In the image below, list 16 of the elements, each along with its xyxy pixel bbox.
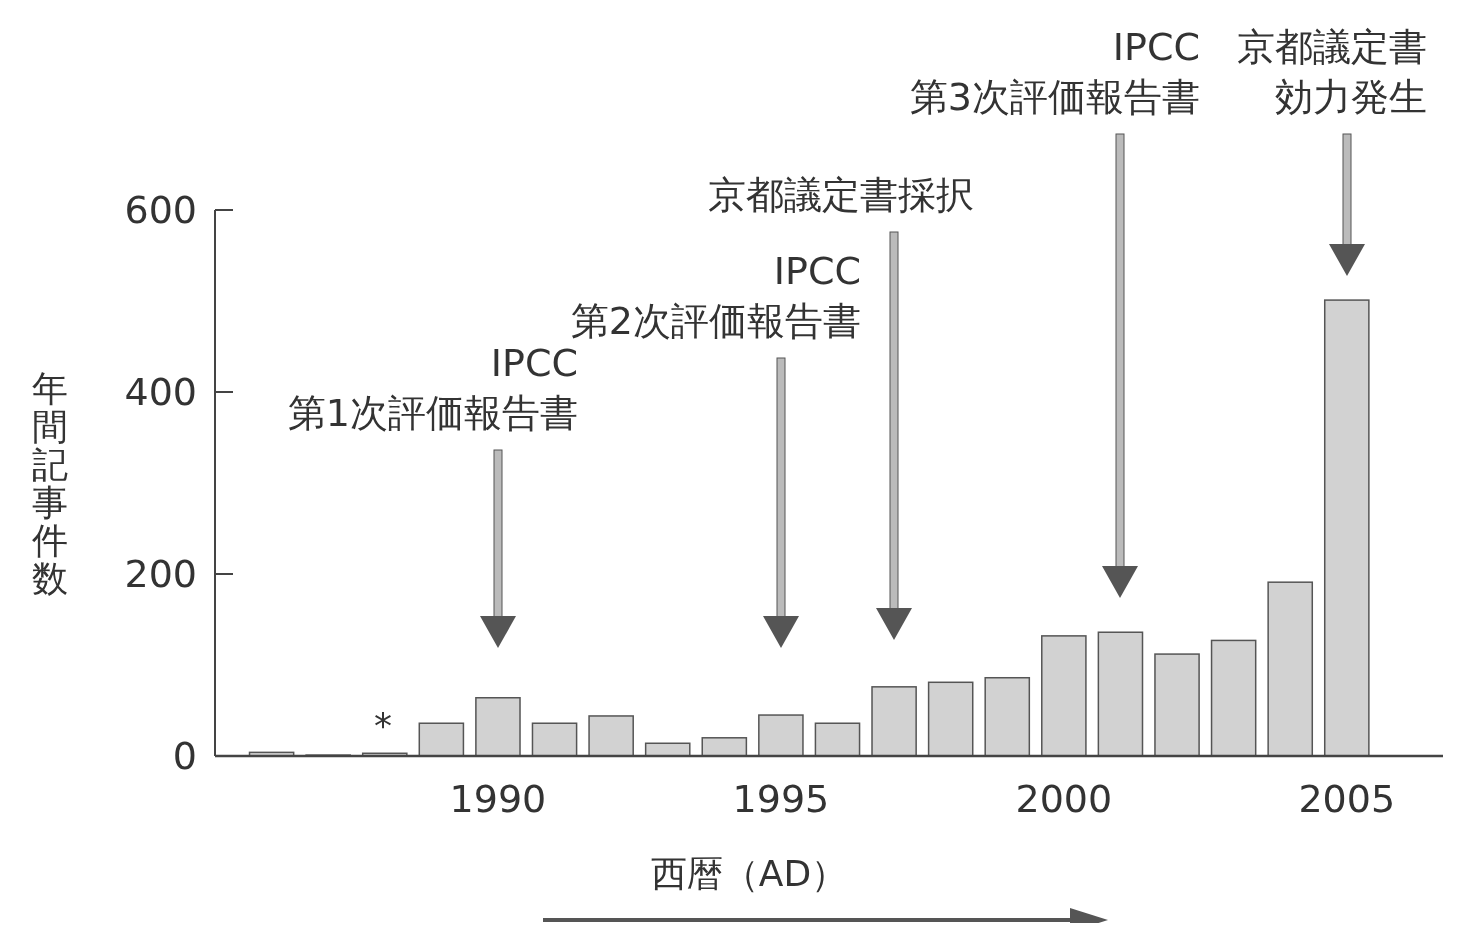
- x-tick-label: 1995: [732, 777, 830, 821]
- x-tick-label: 2000: [1015, 777, 1113, 821]
- y-axis-title: 年間記事件数: [32, 367, 68, 599]
- text: 京都議定書効力発生: [1237, 25, 1427, 119]
- annotation: IPCC 第2次評価報告書: [570, 249, 861, 343]
- x-axis-title: 西暦（AD）: [650, 853, 848, 894]
- y-tick-label: 400: [124, 370, 197, 414]
- annotation: *: [374, 705, 392, 746]
- y-tick-label: 600: [124, 188, 197, 232]
- annotation: IPCC 第1次評価報告書: [287, 341, 578, 435]
- text: IPCC 第3次評価報告書: [909, 25, 1200, 119]
- y-tick-label: 0: [172, 734, 197, 778]
- x-tick-label: 1990: [449, 777, 547, 821]
- y-tick-label: 200: [124, 552, 197, 596]
- annotation: 京都議定書採択: [708, 173, 974, 217]
- x-tick-label: 2005: [1298, 777, 1396, 821]
